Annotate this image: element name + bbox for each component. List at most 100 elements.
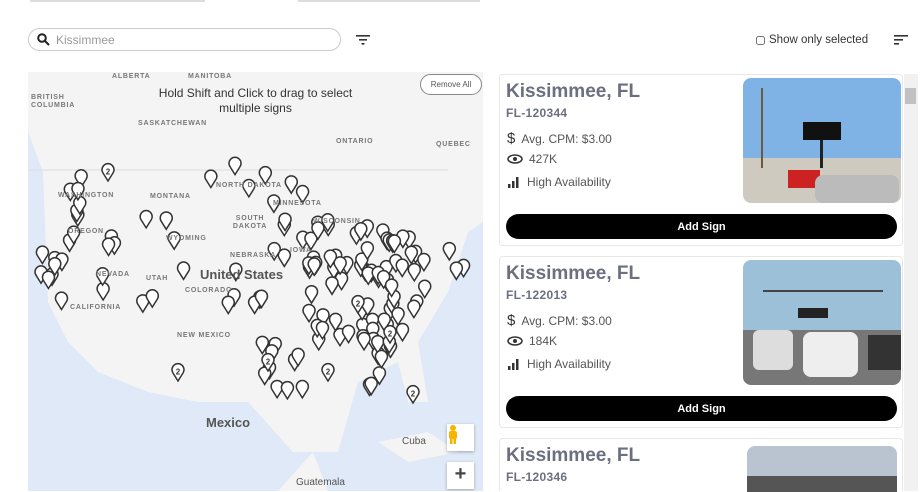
map-cluster-marker[interactable]: 2 <box>351 295 365 315</box>
show-only-selected-checkbox[interactable] <box>756 35 765 45</box>
street-view-pegman-icon[interactable] <box>447 424 474 451</box>
map-marker[interactable] <box>315 320 330 341</box>
map-marker[interactable] <box>136 294 150 314</box>
map-marker[interactable] <box>366 321 380 342</box>
map-marker[interactable] <box>159 211 173 231</box>
map-marker[interactable] <box>333 256 347 276</box>
map-marker[interactable] <box>407 299 421 320</box>
map-cluster-marker[interactable]: 2 <box>321 363 335 383</box>
add-sign-button[interactable]: Add Sign <box>506 396 897 421</box>
map-marker[interactable] <box>176 261 191 281</box>
map-cluster-marker[interactable]: 2 <box>171 363 185 383</box>
map-marker[interactable] <box>95 267 110 287</box>
map-marker[interactable] <box>404 245 419 265</box>
tab-2[interactable] <box>298 0 480 2</box>
map-marker[interactable] <box>316 308 330 328</box>
map-marker[interactable] <box>280 380 295 401</box>
map-marker[interactable] <box>449 261 464 281</box>
sign-card[interactable]: Kissimmee, FL FL-120344 $ Avg. CPM: $3.00… <box>499 74 903 246</box>
map-marker[interactable] <box>101 237 116 257</box>
map-marker[interactable] <box>354 222 368 242</box>
map-marker[interactable] <box>372 366 387 386</box>
map-marker[interactable] <box>321 213 335 233</box>
map-marker[interactable] <box>167 231 181 251</box>
map-label: UTAH <box>146 275 169 282</box>
map-label: ONTARIO <box>336 138 374 145</box>
sort-icon[interactable] <box>894 34 908 46</box>
map-marker[interactable] <box>377 312 391 332</box>
map-marker[interactable] <box>242 178 256 199</box>
map-marker[interactable] <box>328 312 343 333</box>
map-cluster-marker[interactable]: 2 <box>261 353 275 373</box>
map-marker[interactable] <box>145 289 160 309</box>
map-marker[interactable] <box>355 252 369 272</box>
map-marker[interactable] <box>364 376 378 397</box>
map-marker[interactable] <box>204 169 218 189</box>
map-cluster-marker[interactable]: 2 <box>383 325 397 345</box>
map-marker[interactable] <box>284 175 299 195</box>
map-marker[interactable] <box>323 249 338 269</box>
map-marker[interactable] <box>311 221 325 241</box>
sign-card[interactable]: Kissimmee, FL FL-122013 $ Avg. CPM: $3.00… <box>499 256 903 428</box>
map-marker[interactable] <box>71 181 85 202</box>
map-marker[interactable] <box>278 212 292 232</box>
map-marker[interactable] <box>304 231 318 251</box>
map-marker[interactable] <box>139 209 153 230</box>
map-marker[interactable] <box>267 194 281 214</box>
map-marker[interactable] <box>304 285 319 305</box>
filter-icon[interactable] <box>356 34 370 46</box>
map-marker[interactable] <box>254 289 269 309</box>
map-marker[interactable] <box>255 335 270 356</box>
tab-1[interactable] <box>30 0 205 2</box>
map-marker[interactable] <box>265 344 279 364</box>
map-cluster-marker[interactable]: 2 <box>406 385 420 405</box>
map-marker[interactable] <box>374 349 389 370</box>
map[interactable]: 2 2 2 2 2 2 2 ALBERTA MANITOBA BRITISH COLUMBI… <box>28 72 483 491</box>
map-marker[interactable] <box>41 270 56 290</box>
map-marker[interactable] <box>54 291 69 311</box>
map-marker[interactable] <box>229 262 243 282</box>
map-marker[interactable] <box>35 245 50 265</box>
map-marker[interactable] <box>228 156 242 177</box>
list-scrollbar[interactable] <box>904 74 918 491</box>
map-marker[interactable] <box>277 248 292 268</box>
map-cluster-marker[interactable]: 2 <box>101 163 115 183</box>
map-marker[interactable] <box>407 262 422 283</box>
map-marker[interactable] <box>341 324 356 345</box>
map-marker[interactable] <box>258 166 273 186</box>
map-marker[interactable] <box>291 347 305 368</box>
map-marker[interactable] <box>417 252 431 273</box>
map-marker[interactable] <box>325 276 339 296</box>
map-marker[interactable] <box>395 258 409 278</box>
map-marker[interactable] <box>360 241 375 261</box>
map-marker[interactable] <box>442 241 457 262</box>
scrollbar-thumb[interactable] <box>905 88 916 104</box>
map-marker[interactable] <box>221 295 236 315</box>
map-marker[interactable] <box>387 234 402 254</box>
map-marker[interactable] <box>357 331 371 352</box>
sign-card[interactable]: Kissimmee, FL FL-120346 <box>499 438 903 492</box>
map-marker[interactable] <box>376 270 391 290</box>
map-marker[interactable] <box>295 184 310 205</box>
show-only-selected[interactable]: Show only selected <box>756 34 868 46</box>
zoom-in-button[interactable]: + <box>447 462 474 489</box>
remove-all-button[interactable]: Remove All <box>420 74 482 95</box>
map-marker[interactable] <box>48 257 62 277</box>
sign-photo[interactable] <box>747 446 897 492</box>
add-sign-button[interactable]: Add Sign <box>506 214 897 239</box>
map-marker[interactable] <box>395 322 410 343</box>
map-label-country: United States <box>200 267 284 282</box>
map-marker[interactable] <box>307 257 321 277</box>
map-marker[interactable] <box>295 379 310 400</box>
search-input[interactable] <box>56 32 316 47</box>
map-marker[interactable] <box>74 169 88 189</box>
map-marker[interactable] <box>384 278 399 298</box>
map-marker[interactable] <box>417 279 432 300</box>
map-marker[interactable] <box>391 306 405 327</box>
search-bar[interactable] <box>28 28 341 51</box>
map-marker[interactable] <box>267 242 281 262</box>
map-marker[interactable] <box>302 303 316 324</box>
sign-photo[interactable] <box>743 78 901 203</box>
sign-photo[interactable] <box>743 260 901 385</box>
map-marker[interactable] <box>66 225 81 245</box>
